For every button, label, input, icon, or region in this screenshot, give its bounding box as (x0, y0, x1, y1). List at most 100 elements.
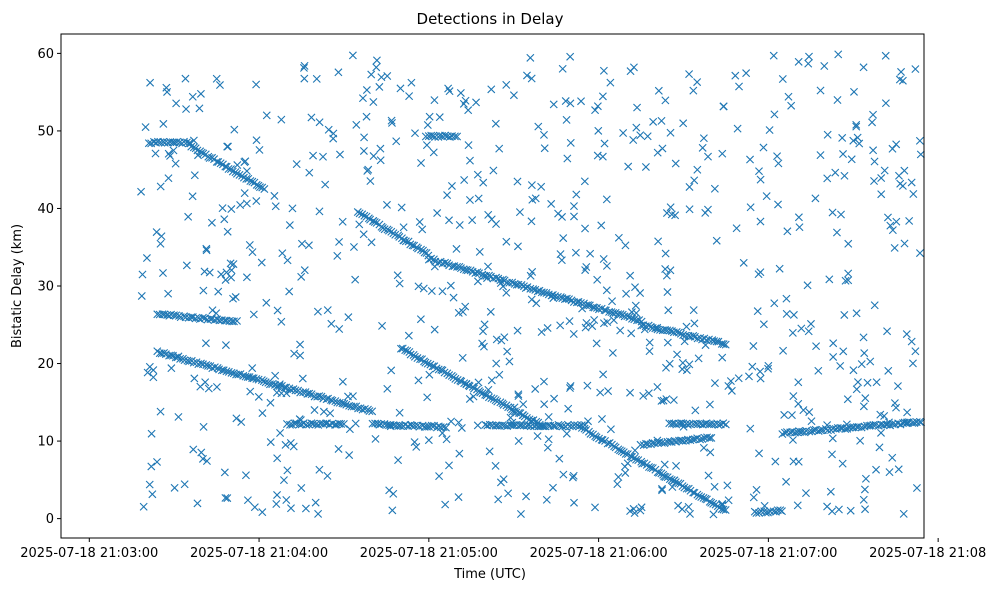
data-point (674, 501, 683, 510)
data-point (704, 152, 712, 161)
data-point (756, 367, 765, 376)
data-point (349, 402, 358, 411)
data-point (764, 361, 773, 370)
data-point (701, 341, 710, 350)
data-point (673, 350, 682, 359)
data-point (615, 446, 624, 455)
data-point (600, 139, 609, 148)
data-point (297, 239, 306, 248)
data-point (544, 413, 553, 421)
data-point (476, 388, 485, 397)
data-point (384, 226, 393, 235)
data-point (196, 359, 205, 368)
data-point (770, 299, 779, 308)
data-point (454, 418, 463, 427)
data-point (597, 221, 606, 230)
data-point (344, 392, 352, 401)
data-point (202, 457, 211, 465)
data-point (411, 129, 419, 138)
data-point (668, 483, 677, 491)
data-point (797, 324, 806, 333)
data-point (272, 500, 281, 509)
data-point (345, 451, 354, 460)
data-point (564, 404, 573, 413)
data-point (504, 489, 513, 498)
data-point (539, 130, 548, 139)
data-point (449, 293, 458, 302)
data-point (680, 337, 689, 346)
data-point (577, 97, 586, 106)
x-tick-label: 2025-07-18 21:08:00 (869, 546, 987, 561)
data-point (166, 151, 175, 160)
data-point (248, 364, 257, 373)
data-point (455, 449, 464, 458)
data-point (764, 364, 773, 373)
chart-title: Detections in Delay (417, 10, 564, 28)
data-point (307, 113, 316, 122)
data-point (704, 335, 713, 344)
data-point (915, 136, 924, 145)
data-point (290, 349, 299, 358)
data-point (794, 457, 803, 466)
data-point (911, 347, 920, 356)
data-point (614, 233, 623, 242)
data-point (566, 382, 575, 391)
data-point (752, 485, 761, 494)
data-point (731, 71, 740, 80)
data-point (340, 399, 349, 408)
data-point (514, 280, 523, 289)
data-point (678, 436, 687, 445)
data-point (885, 418, 893, 427)
data-point (771, 457, 780, 466)
data-point (156, 239, 165, 248)
data-point (167, 364, 176, 373)
data-point (328, 396, 337, 405)
data-point (275, 380, 284, 389)
data-point (442, 435, 451, 444)
data-point (843, 395, 852, 404)
data-point (757, 507, 766, 516)
data-point (376, 156, 385, 165)
data-point (372, 56, 381, 65)
data-point (440, 368, 449, 377)
data-point (283, 256, 292, 265)
data-point (602, 286, 611, 295)
data-point (876, 410, 885, 419)
data-point (608, 348, 617, 357)
data-point (258, 409, 267, 418)
data-point (435, 113, 444, 122)
data-point (273, 306, 282, 315)
data-point (315, 392, 324, 401)
data-point (566, 99, 575, 108)
data-point (242, 273, 251, 282)
data-point (590, 316, 599, 324)
data-point (591, 503, 600, 512)
data-point (160, 310, 169, 319)
data-point (734, 374, 743, 383)
data-point (286, 420, 295, 429)
data-point (410, 438, 419, 447)
data-point (215, 81, 224, 90)
data-point (688, 435, 697, 444)
data-point (360, 133, 369, 142)
data-point (149, 373, 158, 382)
data-point (242, 167, 251, 176)
data-point (829, 339, 838, 348)
data-point (840, 171, 849, 180)
data-point (430, 96, 439, 105)
data-point (693, 78, 702, 87)
data-point (314, 420, 323, 429)
data-point (453, 132, 462, 141)
data-point (562, 115, 571, 124)
data-point (651, 324, 660, 333)
data-point (685, 205, 694, 214)
data-point (220, 468, 229, 477)
data-point (307, 419, 316, 428)
data-point (877, 428, 885, 437)
data-point (836, 423, 845, 432)
data-point (348, 51, 357, 60)
data-point (327, 319, 336, 328)
data-point (718, 501, 727, 510)
data-point (204, 384, 213, 393)
data-point (636, 131, 645, 140)
